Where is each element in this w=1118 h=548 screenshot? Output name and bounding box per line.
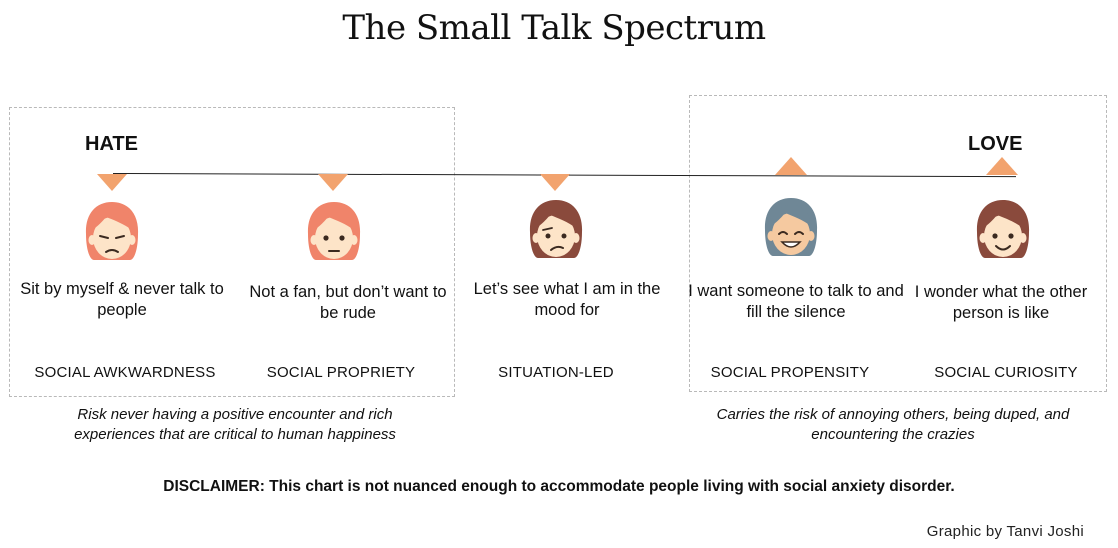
smiling-face-brown-hair-icon bbox=[976, 200, 1030, 258]
hate-label: HATE bbox=[85, 133, 138, 155]
love-label: LOVE bbox=[968, 133, 1023, 155]
category-situation-led: SITUATION-LED bbox=[498, 364, 614, 381]
statement-social-propriety: Not a fan, but don’t want to be rude bbox=[249, 283, 447, 322]
marker-social-awkwardness bbox=[97, 174, 127, 191]
category-social-propriety: SOCIAL PROPRIETY bbox=[266, 364, 416, 381]
credit-text: Graphic by Tanvi Joshi bbox=[926, 523, 1084, 540]
hate-side-box bbox=[9, 107, 455, 397]
statement-social-propensity: I want someone to talk to and fill the s… bbox=[688, 282, 904, 321]
category-social-propensity: SOCIAL PROPENSITY bbox=[710, 364, 870, 381]
marker-social-propensity bbox=[775, 157, 807, 175]
statement-social-awkwardness: Sit by myself & never talk to people bbox=[20, 280, 224, 319]
disclaimer-text: DISCLAIMER: This chart is not nuanced en… bbox=[163, 478, 955, 495]
risk-note-hate-side: Risk never having a positive encounter a… bbox=[74, 406, 396, 443]
marker-social-curiosity bbox=[986, 157, 1018, 175]
statement-social-curiosity: I wonder what the other person is like bbox=[914, 283, 1088, 322]
grinning-face-gray-hair-icon bbox=[764, 198, 818, 256]
statement-situation-led: Let’s see what I am in the mood for bbox=[473, 280, 661, 319]
neutral-face-red-hair-icon bbox=[307, 202, 361, 260]
page-title: The Small Talk Spectrum bbox=[342, 8, 766, 48]
sad-face-red-hair-icon bbox=[85, 202, 139, 260]
marker-situation-led bbox=[540, 174, 570, 191]
marker-social-propriety bbox=[318, 174, 348, 191]
category-social-curiosity: SOCIAL CURIOSITY bbox=[934, 364, 1078, 381]
category-social-awkwardness: SOCIAL AWKWARDNESS bbox=[34, 364, 216, 381]
thinking-face-brown-hair-icon bbox=[529, 200, 583, 258]
risk-note-love-side: Carries the risk of annoying others, bei… bbox=[716, 406, 1070, 443]
love-side-box bbox=[689, 95, 1107, 392]
